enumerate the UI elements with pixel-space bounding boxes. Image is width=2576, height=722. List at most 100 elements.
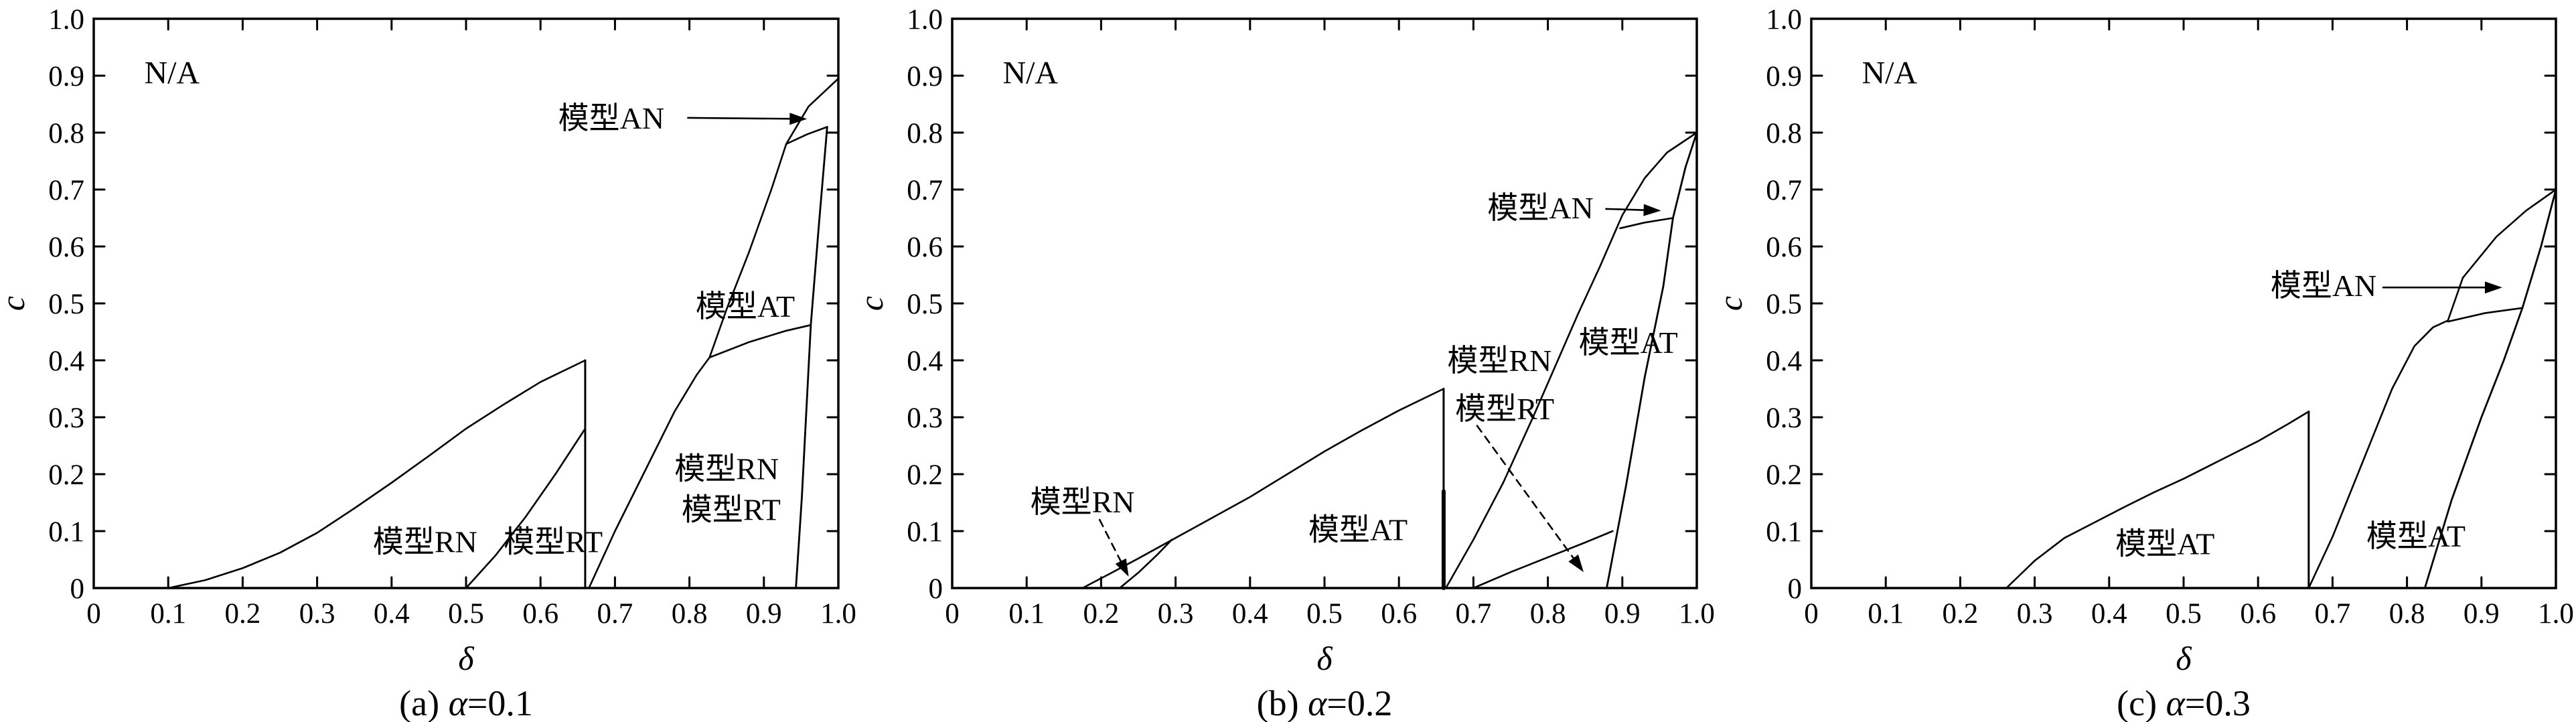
- region-label-na: N/A: [144, 56, 200, 91]
- y-tick-label: 0.3: [907, 403, 943, 434]
- annotation-model-rnrt-right-arrow-arrowhead: [1568, 554, 1584, 573]
- y-tick-label: 1.0: [907, 4, 943, 35]
- annotation-label-model-an: 模型AN: [1488, 191, 1594, 225]
- region-label-model-rt-right: 模型RT: [682, 493, 781, 527]
- boundary-na-boundary-right: [1445, 131, 1698, 589]
- x-tick-label: 0: [1804, 598, 1819, 630]
- boundary-an-at-divider: [2447, 307, 2523, 323]
- y-tick-label: 0.2: [907, 459, 943, 491]
- region-label-na: N/A: [1862, 56, 1917, 91]
- x-tick-label: 0.1: [150, 598, 186, 630]
- x-tick-label: 0.9: [746, 598, 782, 630]
- y-tick-label: 0.5: [48, 289, 84, 320]
- panel-c: 0 0 0.1 0.1 0.2 0.2 0.3 0.3 0.4 0.4 0.5 0.5 0.6 0.6 0.…: [1718, 0, 2576, 722]
- x-tick-label: 0.2: [225, 598, 261, 630]
- y-tick-label: 0.7: [907, 175, 943, 206]
- x-tick-label: 0.8: [672, 598, 708, 630]
- y-tick-label: 0: [1787, 573, 1802, 605]
- boundary-rnrt-right-edge: [795, 126, 828, 589]
- subplot-c: 00 0.1 0.1 0.2 0.2 0.3 0.3 0.4 0.4 0.5 0.5 0.6 0.6 0.…: [1718, 4, 2574, 722]
- y-tick-label: 1.0: [1766, 4, 1802, 35]
- y-tick-label: 0.6: [907, 232, 943, 263]
- x-tick-label: 0.9: [2464, 598, 2500, 630]
- y-tick-label: 0.1: [907, 516, 943, 548]
- y-tick-label: 0.3: [48, 403, 84, 434]
- x-tick-label: 0.2: [1083, 598, 1120, 630]
- boundary-rnrt-right-edge: [1606, 131, 1698, 589]
- x-tick-label: 0.3: [1158, 598, 1194, 630]
- y-tick-label: 0.3: [1766, 403, 1802, 434]
- y-tick-label: 0.9: [1766, 61, 1802, 92]
- y-tick-label: 0.7: [1766, 175, 1802, 206]
- region-label-model-rt-left: 模型RT: [504, 524, 603, 559]
- x-tick-label: 1.0: [1679, 598, 1715, 630]
- y-tick-label: 0.1: [1766, 516, 1802, 548]
- x-tick-label: 0: [945, 598, 960, 630]
- y-tick-label: 0: [929, 573, 943, 605]
- boundary-at-rnrt-divider: [1472, 530, 1614, 589]
- x-tick-label: 0.5: [2166, 598, 2202, 630]
- caption: (c) α=0.3: [2117, 683, 2251, 722]
- x-tick-label: 1.0: [820, 598, 856, 630]
- x-tick-label: 0.7: [2314, 598, 2350, 630]
- boundary-at-right-edge: [2423, 188, 2557, 589]
- x-tick-label: 0: [86, 598, 101, 630]
- x-axis-label: δ: [458, 640, 474, 677]
- boundary-na-boundary-right: [2307, 188, 2557, 589]
- x-tick-label: 0.7: [597, 598, 633, 630]
- annotation-model-an-line: [687, 117, 791, 120]
- y-axis-label: c: [1718, 296, 1749, 311]
- y-tick-label: 0.4: [907, 346, 943, 377]
- x-tick-label: 0.7: [1456, 598, 1492, 630]
- annotation-label-model-an: 模型AN: [2271, 269, 2376, 303]
- x-axis-label: δ: [1317, 640, 1333, 677]
- x-tick-label: 0.9: [1604, 598, 1641, 630]
- y-axis-label: c: [0, 296, 31, 311]
- annotation-model-an-arrowhead: [1643, 204, 1661, 216]
- annotation-model-rn-left-arrow-line: [1099, 518, 1122, 563]
- y-tick-label: 0.1: [48, 516, 84, 548]
- y-tick-label: 0.8: [907, 118, 943, 149]
- y-tick-label: 0.6: [48, 232, 84, 263]
- x-tick-label: 0.4: [1232, 598, 1268, 630]
- region-label-model-at-right: 模型AT: [1579, 326, 1678, 360]
- x-tick-label: 0.1: [1868, 598, 1904, 630]
- caption: (a) α=0.1: [399, 683, 533, 722]
- x-tick-label: 0.6: [522, 598, 558, 630]
- x-tick-label: 0.3: [299, 598, 335, 630]
- y-tick-label: 0.2: [1766, 459, 1802, 491]
- boundary-na-boundary-right: [588, 77, 840, 589]
- region-label-model-rn-left: 模型RN: [373, 524, 477, 559]
- y-tick-label: 0.9: [48, 61, 84, 92]
- y-tick-label: 0.9: [907, 61, 943, 92]
- panel-b: 0 0 0.1 0.1 0.2 0.2 0.3 0.3 0.4 0.4 0.5 0.5 0.6 0.6 0.…: [858, 0, 1717, 722]
- x-tick-label: 1.0: [2538, 598, 2574, 630]
- subplot-b: 00 0.1 0.1 0.2 0.2 0.3 0.3 0.4 0.4 0.5 0.5 0.6 0.6 0.…: [858, 4, 1715, 722]
- annotation-model-an-arrowhead: [789, 113, 808, 125]
- boundary-na-boundary-left: [2005, 411, 2309, 589]
- x-tick-label: 0.6: [1381, 598, 1418, 630]
- region-label-model-at: 模型AT: [696, 289, 795, 323]
- boundary-na-boundary-left: [167, 359, 587, 589]
- x-tick-label: 0.8: [1530, 598, 1566, 630]
- x-tick-label: 0.4: [2091, 598, 2127, 630]
- x-tick-label: 0.3: [2016, 598, 2052, 630]
- boundary-rn-rt-divider-left: [465, 427, 587, 589]
- plot-border: [1809, 17, 2557, 589]
- y-tick-label: 0.4: [48, 346, 84, 377]
- region-label-model-rn-right: 模型RN: [1448, 344, 1552, 378]
- region-label-model-at-right: 模型AT: [2366, 519, 2466, 553]
- x-tick-label: 0.6: [2240, 598, 2276, 630]
- boundary-at-rnrt-divider: [708, 324, 812, 359]
- x-tick-label: 0.5: [1306, 598, 1343, 630]
- y-tick-label: 0.5: [1766, 289, 1802, 320]
- y-tick-label: 0.2: [48, 459, 84, 491]
- boundary-rn-wedge-edge: [1119, 538, 1173, 589]
- boundary-an-at-divider: [1619, 217, 1675, 230]
- y-tick-label: 0: [70, 573, 84, 605]
- y-tick-label: 0.5: [907, 289, 943, 320]
- annotation-model-rn-left-arrow-arrowhead: [1116, 558, 1129, 577]
- region-label-model-rn-right: 模型RN: [674, 451, 779, 486]
- region-label-model-rt-right: 模型RT: [1455, 392, 1554, 426]
- y-tick-label: 1.0: [48, 4, 84, 35]
